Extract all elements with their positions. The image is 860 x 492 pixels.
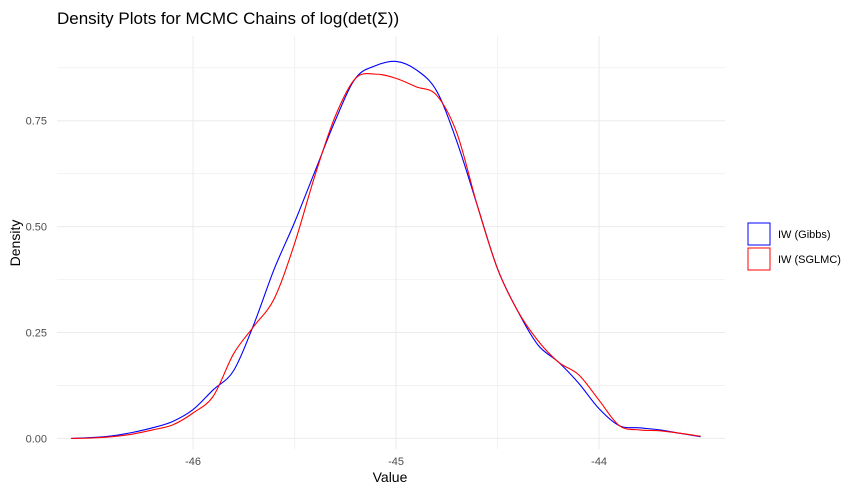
x-axis-title: Value (373, 469, 408, 485)
legend-key-0 (747, 222, 771, 246)
series-line-0 (71, 60, 701, 439)
chart-title: Density Plots for MCMC Chains of log(det… (57, 9, 399, 28)
y-tick-label: 0.50 (26, 222, 47, 234)
y-axis-title: Density (7, 220, 23, 267)
x-tick-labels: -46 -45 -44 (185, 456, 607, 468)
y-tick-label: 0.75 (26, 116, 47, 128)
y-tick-label: 0.00 (26, 433, 47, 445)
legend: IW (Gibbs) IW (SGLMC) (747, 222, 841, 271)
grid-lines (57, 36, 725, 449)
series-line-1 (71, 73, 701, 439)
y-tick-label: 0.25 (26, 328, 47, 340)
x-tick-label: -46 (185, 456, 201, 468)
x-tick-label: -45 (388, 456, 404, 468)
series-lines (71, 60, 701, 439)
legend-label-1: IW (SGLMC) (778, 254, 841, 266)
x-tick-label: -44 (591, 456, 607, 468)
legend-key-1 (747, 247, 771, 271)
legend-label-0: IW (Gibbs) (778, 229, 831, 241)
y-tick-labels: 0.00 0.25 0.50 0.75 (26, 116, 47, 446)
